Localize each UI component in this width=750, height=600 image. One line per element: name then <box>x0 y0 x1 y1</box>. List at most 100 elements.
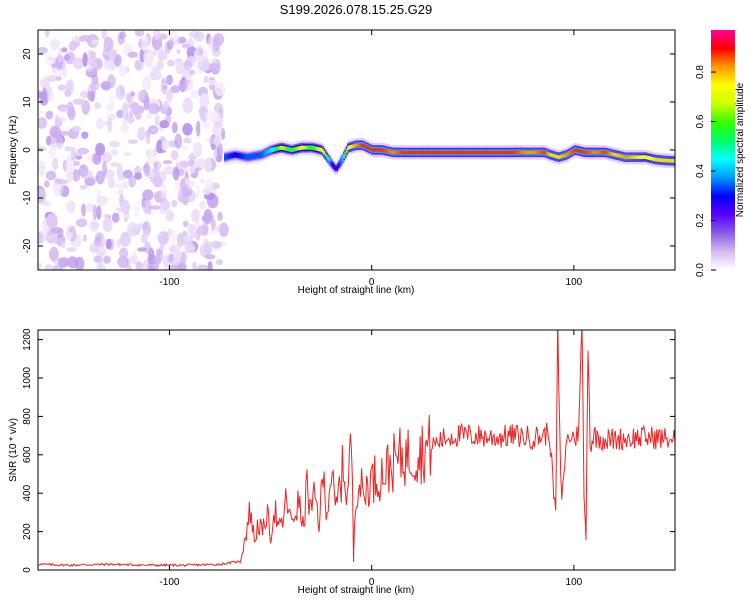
ridge-segment <box>253 153 256 159</box>
ridge-segment <box>314 146 317 151</box>
noise-blob <box>73 57 85 70</box>
ridge-segment <box>365 145 368 149</box>
noise-blob <box>209 227 217 237</box>
ridge-segment <box>283 146 286 151</box>
noise-blob <box>50 226 63 234</box>
noise-blob <box>135 261 143 270</box>
ridge-segment <box>309 145 311 150</box>
ridge-segment <box>368 146 371 151</box>
noise-blob <box>166 59 175 67</box>
ridge-segment <box>454 150 457 155</box>
ridge-segment <box>575 148 578 152</box>
ridge-segment <box>252 153 255 159</box>
ridge-segment <box>587 150 590 155</box>
ridge-segment <box>599 150 602 155</box>
noise-blob <box>90 80 101 91</box>
noise-blob <box>61 47 68 53</box>
ridge-segment <box>645 155 648 160</box>
noise-blob <box>120 123 130 133</box>
ridge-segment <box>579 149 582 153</box>
ridge-segment <box>345 148 348 153</box>
noise-blob <box>156 139 163 154</box>
noise-blob <box>166 74 173 86</box>
noise-blob <box>134 30 145 37</box>
ridge-segment <box>650 156 653 161</box>
ridge-segment <box>432 150 435 155</box>
ridge-segment <box>638 155 641 160</box>
ridge-segment <box>468 150 471 155</box>
noise-blob <box>121 109 127 125</box>
noise-blob <box>77 147 89 155</box>
noise-blob <box>183 137 192 144</box>
ridge-segment <box>648 156 651 160</box>
noise-blob <box>214 82 226 97</box>
noise-blob <box>141 233 148 244</box>
ridge-segment <box>277 146 280 151</box>
ridge-segment <box>603 150 606 154</box>
noise-blob <box>79 184 88 190</box>
ridge-segment <box>405 150 408 155</box>
ridge-segment <box>573 148 576 152</box>
ridge-segment <box>590 150 593 155</box>
ridge-segment <box>484 150 487 155</box>
ridge-segment <box>234 152 236 158</box>
ridge-segment <box>616 153 619 157</box>
ridge-segment <box>297 146 300 151</box>
ridge-segment <box>427 150 430 155</box>
ridge-segment <box>463 150 466 155</box>
noise-blob <box>92 204 98 221</box>
ridge-segment <box>385 149 388 153</box>
noise-blob <box>73 160 81 166</box>
ridge-segment <box>504 150 507 155</box>
noise-blob <box>216 142 223 159</box>
noise-blob <box>64 89 72 97</box>
noise-blob <box>202 220 209 236</box>
ridge-segment <box>471 150 474 155</box>
ridge-segment <box>378 148 381 152</box>
ridge-segment <box>246 154 249 160</box>
noise-blob <box>119 31 126 40</box>
ridge-segment <box>229 153 232 159</box>
ridge-segment <box>546 152 549 156</box>
ridge-segment <box>662 158 665 163</box>
ridge-segment <box>362 144 365 148</box>
ridge-segment <box>330 160 333 166</box>
ridge-segment <box>224 154 226 160</box>
noise-blob <box>161 140 169 151</box>
ridge-segment <box>611 152 614 156</box>
noise-blob <box>134 60 143 71</box>
ridge-segment <box>583 150 586 154</box>
ridge-segment <box>226 154 229 159</box>
ridge-segment <box>624 155 627 159</box>
noise-blob <box>171 257 181 266</box>
noise-blob <box>63 54 71 61</box>
ridge-segment <box>364 144 367 149</box>
ridge-segment <box>545 151 548 155</box>
ridge-segment <box>444 150 447 155</box>
noise-blob <box>190 89 200 99</box>
ridge-segment <box>287 147 290 152</box>
ridge-segment <box>270 147 273 153</box>
noise-blob <box>199 93 210 108</box>
noise-blob <box>107 74 116 89</box>
ridge-segment <box>284 146 287 151</box>
noise-blob <box>164 165 175 176</box>
noise-blob <box>52 157 59 170</box>
ridge-segment <box>609 151 612 156</box>
noise-blob <box>160 183 167 200</box>
ridge-segment <box>347 146 350 150</box>
ridge-segment <box>633 155 636 159</box>
noise-blob <box>195 167 202 172</box>
ridge-segment <box>409 150 412 155</box>
ridge-segment <box>623 155 626 159</box>
noise-blob <box>143 161 151 177</box>
noise-blob <box>71 36 81 43</box>
noise-blob <box>171 121 178 134</box>
ridge-segment <box>282 146 285 150</box>
noise-blob <box>85 203 95 212</box>
noise-blob <box>150 205 161 210</box>
noise-blob <box>55 55 66 71</box>
ridge-segment <box>515 150 518 154</box>
y-tick-label: -10 <box>22 190 33 205</box>
ridge-segment <box>280 145 283 150</box>
